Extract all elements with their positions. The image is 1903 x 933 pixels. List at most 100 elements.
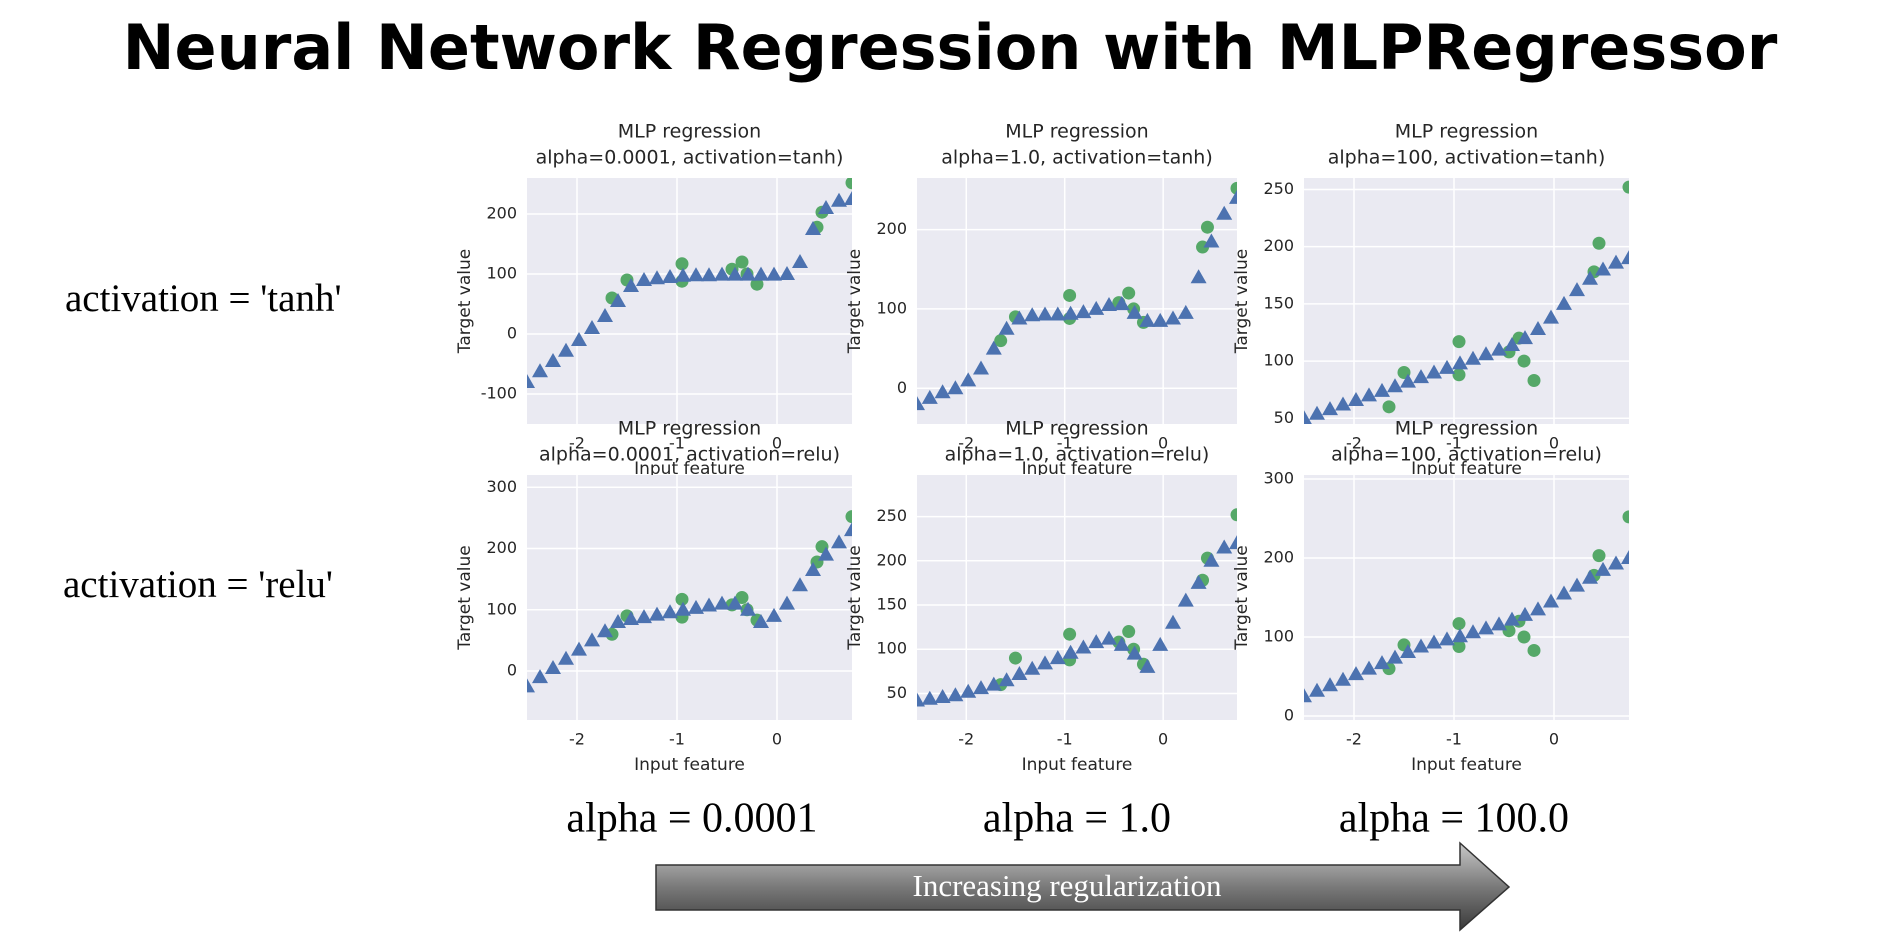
x-tick-label: -1 [1446, 434, 1462, 453]
x-tick-label: -2 [569, 730, 585, 749]
plot-background [1304, 178, 1629, 424]
triangle-marker [1152, 312, 1169, 327]
chart-title: MLP regression [1005, 418, 1148, 440]
row-label: activation = 'relu' [63, 563, 333, 606]
y-axis-label: Target value [1232, 249, 1252, 354]
triangle-marker [1621, 250, 1629, 265]
chart-title: MLP regression [1395, 418, 1538, 440]
triangle-marker [753, 614, 769, 628]
triangle-marker [1439, 359, 1455, 374]
circle-marker [735, 255, 749, 269]
col-label: alpha = 100.0 [1339, 796, 1569, 842]
subplot: MLP regression alpha=0.0001, activation=r… [455, 418, 852, 775]
triangle-marker [532, 363, 548, 378]
y-tick-label: 200 [486, 538, 517, 557]
x-tick-label: -2 [1346, 730, 1362, 749]
triangle-marker [545, 353, 561, 367]
triangle-marker [1478, 620, 1494, 635]
x-tick-label: -1 [1057, 730, 1073, 749]
triangle-marker [1517, 606, 1533, 621]
triangle-marker [1413, 369, 1429, 384]
triangle-marker [1309, 682, 1325, 697]
triangle-marker [1165, 310, 1181, 325]
triangle-marker [766, 266, 782, 281]
triangle-marker [1530, 321, 1546, 336]
y-tick-label: 0 [507, 324, 517, 343]
triangle-marker [740, 601, 756, 616]
triangle-marker [1413, 638, 1429, 653]
marks [1304, 180, 1629, 424]
circle-marker [1622, 510, 1629, 524]
triangle-marker [1361, 660, 1377, 675]
y-tick-label: 200 [1263, 547, 1294, 566]
x-tick-label: 0 [1549, 434, 1559, 453]
y-tick-label: -100 [481, 384, 517, 403]
triangle-marker [714, 266, 730, 281]
triangle-marker [1582, 270, 1598, 285]
triangle-marker [1075, 639, 1092, 654]
triangle-marker [1543, 593, 1559, 608]
y-tick-label: 100 [486, 264, 517, 283]
triangle-marker [1101, 296, 1117, 311]
x-tick-label: 0 [772, 434, 782, 453]
triangle-marker [597, 623, 613, 638]
y-tick-label: 150 [876, 595, 907, 614]
y-tick-label: 100 [486, 599, 517, 618]
triangle-marker [934, 384, 951, 399]
col-label: alpha = 1.0 [983, 796, 1171, 842]
y-tick-label: 50 [1274, 408, 1294, 427]
y-tick-label: 100 [1263, 351, 1294, 370]
circle-marker [735, 591, 749, 604]
triangle-marker [753, 266, 769, 281]
triangle-marker [1530, 601, 1546, 616]
triangle-marker [649, 606, 665, 621]
triangle-marker [675, 601, 691, 616]
triangle-marker [1569, 282, 1585, 297]
x-tick-label: -2 [569, 434, 585, 453]
triangle-marker [1088, 634, 1105, 649]
triangle-marker [1504, 337, 1520, 352]
plots: MLP regression alpha=0.0001, activation=t… [455, 121, 1629, 775]
marks [1304, 510, 1629, 703]
triangle-marker [1595, 261, 1611, 276]
triangle-marker [740, 266, 756, 281]
y-axis-label: Target value [845, 545, 865, 650]
triangle-marker [921, 389, 938, 404]
y-tick-label: 300 [1263, 468, 1294, 487]
triangle-marker [623, 278, 639, 292]
triangle-marker [1387, 378, 1403, 393]
y-tick-label: 100 [1263, 627, 1294, 646]
triangle-marker [1203, 552, 1220, 567]
plot-background [1304, 475, 1629, 720]
y-tick-label: 200 [1263, 236, 1294, 255]
triangle-marker [1062, 644, 1079, 659]
triangle-marker [1517, 330, 1533, 345]
x-axis-label: Input feature [634, 459, 745, 479]
triangle-marker [831, 192, 847, 207]
circle-marker [1452, 335, 1466, 349]
y-tick-label: 50 [887, 683, 907, 702]
triangle-marker [1465, 350, 1481, 365]
circle-marker [1122, 625, 1136, 639]
chart-subtitle: alpha=100, activation=tanh) [1328, 147, 1606, 169]
circle-marker [1200, 220, 1214, 234]
x-axis-label: Input feature [1022, 755, 1133, 775]
y-tick-label: 250 [1263, 179, 1294, 198]
x-tick-label: -1 [1057, 434, 1073, 453]
triangle-marker [1374, 382, 1390, 397]
triangle-marker [921, 690, 938, 705]
triangle-marker [960, 372, 977, 387]
circle-marker [1452, 640, 1466, 653]
y-tick-label: 250 [876, 506, 907, 525]
triangle-marker [947, 687, 964, 702]
triangle-marker [701, 267, 717, 282]
triangle-marker [1037, 306, 1053, 321]
triangle-marker [584, 632, 600, 647]
triangle-marker [545, 659, 561, 674]
triangle-marker [727, 266, 743, 281]
triangle-marker [934, 689, 951, 704]
chart-title: MLP regression [1005, 121, 1148, 143]
triangle-marker [818, 546, 834, 561]
triangle-marker [1595, 561, 1611, 576]
triangle-marker [571, 332, 587, 346]
